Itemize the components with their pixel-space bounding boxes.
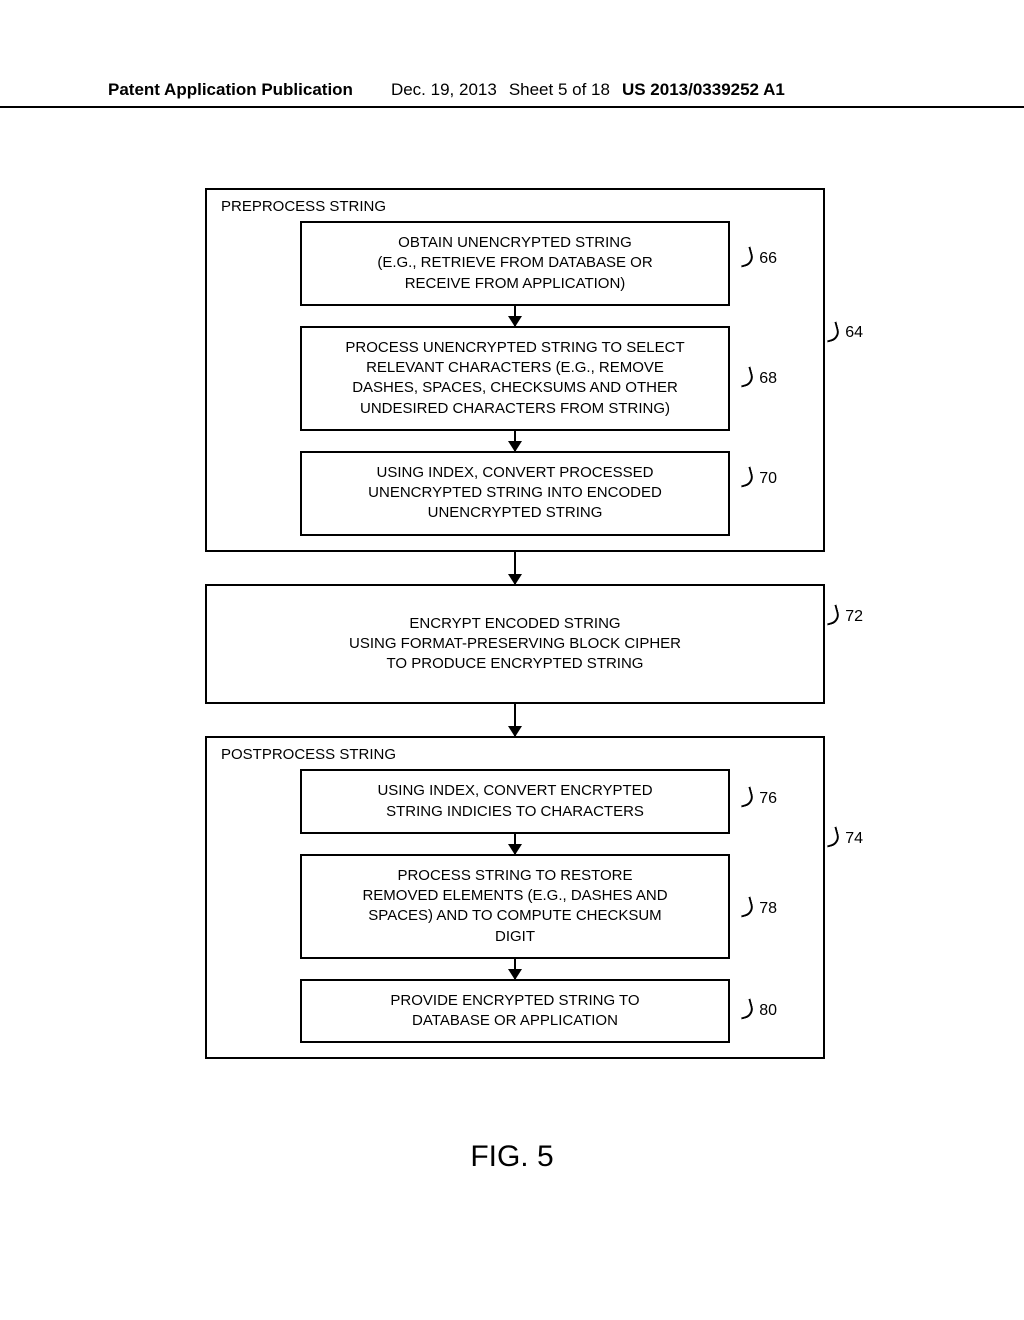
- arrow: [514, 552, 516, 584]
- ref-76: 76: [759, 790, 777, 808]
- preprocess-title: PREPROCESS STRING: [219, 198, 811, 215]
- arrow: [514, 306, 516, 326]
- ref-72: 72: [845, 608, 863, 626]
- arrow: [514, 704, 516, 736]
- box-72: ENCRYPT ENCODED STRING USING FORMAT-PRES…: [205, 584, 825, 705]
- figure-label: FIG. 5: [0, 1140, 1024, 1174]
- box-78: PROCESS STRING TO RESTORE REMOVED ELEMEN…: [300, 854, 730, 959]
- ref-80: 80: [759, 1002, 777, 1020]
- preprocess-group: PREPROCESS STRING OBTAIN UNENCRYPTED STR…: [205, 188, 825, 552]
- arrow: [514, 834, 516, 854]
- postprocess-title: POSTPROCESS STRING: [219, 746, 811, 763]
- flowchart: PREPROCESS STRING OBTAIN UNENCRYPTED STR…: [205, 188, 825, 1059]
- page-header: Patent Application Publication Dec. 19, …: [0, 80, 1024, 108]
- box-66: OBTAIN UNENCRYPTED STRING (E.G., RETRIEV…: [300, 221, 730, 306]
- ref-70: 70: [759, 470, 777, 488]
- box-68: PROCESS UNENCRYPTED STRING TO SELECT REL…: [300, 326, 730, 431]
- header-sheet: Sheet 5 of 18: [509, 80, 610, 100]
- box-80: PROVIDE ENCRYPTED STRING TO DATABASE OR …: [300, 979, 730, 1044]
- arrow: [514, 959, 516, 979]
- ref-66: 66: [759, 250, 777, 268]
- arrow: [514, 431, 516, 451]
- ref-68: 68: [759, 370, 777, 388]
- box-70: USING INDEX, CONVERT PROCESSED UNENCRYPT…: [300, 451, 730, 536]
- header-publication: Patent Application Publication: [108, 80, 353, 100]
- ref-74: 74: [845, 830, 863, 848]
- header-pubnum: US 2013/0339252 A1: [622, 80, 785, 100]
- ref-64: 64: [845, 324, 863, 342]
- ref-78: 78: [759, 900, 777, 918]
- box-76: USING INDEX, CONVERT ENCRYPTED STRING IN…: [300, 769, 730, 834]
- header-date: Dec. 19, 2013: [391, 80, 497, 100]
- postprocess-group: POSTPROCESS STRING USING INDEX, CONVERT …: [205, 736, 825, 1059]
